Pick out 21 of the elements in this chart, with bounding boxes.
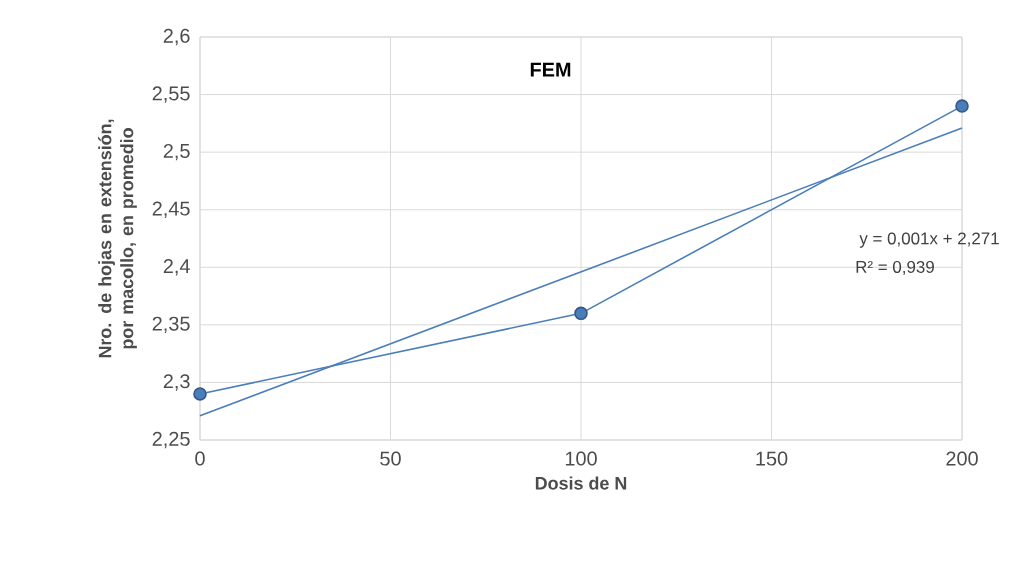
y-tick-label: 2,55 [152, 86, 190, 103]
x-axis-title: Dosis de N [535, 476, 627, 490]
point [955, 99, 969, 113]
y-tick-label: 2,3 [163, 374, 190, 391]
point [574, 306, 588, 321]
x-tick-label: 50 [380, 451, 401, 466]
text: FEM [530, 62, 571, 77]
y-axis-title: Nro. de hojas en extensión, por macollo, en promedio [98, 119, 137, 358]
y-tick-label: 2,4 [163, 259, 190, 276]
y-tick-label: 2,5 [163, 143, 190, 161]
y-tick-label: 2,45 [152, 201, 190, 218]
x-tick-label: 150 [756, 451, 788, 466]
y-tick-label: 2,6 [163, 28, 190, 46]
y-tick-label: 2,35 [152, 316, 190, 334]
x-tick-label: 0 [195, 451, 205, 466]
annotation: R² = 0,939 [856, 260, 934, 275]
x-tick-label: 200 [946, 451, 978, 466]
y-tick-label: 2,25 [152, 431, 190, 449]
annotation: y = 0,001x + 2,271 [859, 232, 999, 248]
x-tick-label: 100 [565, 451, 597, 466]
point [193, 387, 207, 401]
